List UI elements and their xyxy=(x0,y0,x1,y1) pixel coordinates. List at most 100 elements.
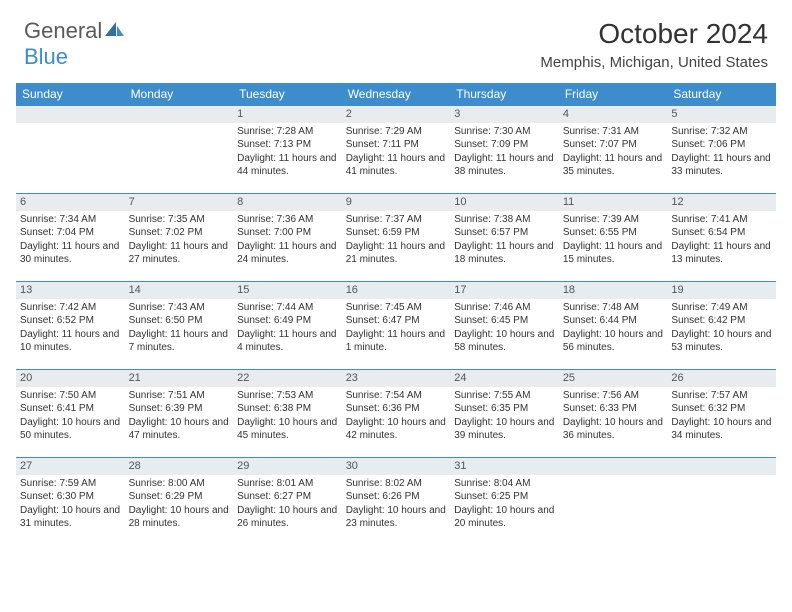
calendar-week-row: 27Sunrise: 7:59 AMSunset: 6:30 PMDayligh… xyxy=(16,458,776,546)
calendar-day-cell: 28 Sunrise: 8:00 AMSunset: 6:29 PMDayligh… xyxy=(125,458,234,546)
day-number: 21 xyxy=(125,370,234,387)
calendar-week-row: 1Sunrise: 7:28 AMSunset: 7:13 PMDaylight… xyxy=(16,106,776,194)
calendar-day-cell: 24 Sunrise: 7:55 AMSunset: 6:35 PMDayligh… xyxy=(450,370,559,458)
day-number: 31 xyxy=(450,458,559,475)
day-number: 19 xyxy=(667,282,776,299)
calendar-day-cell: 13 Sunrise: 7:42 AMSunset: 6:52 PMDayligh… xyxy=(16,282,125,370)
calendar-day-cell: 10 Sunrise: 7:38 AMSunset: 6:57 PMDayligh… xyxy=(450,194,559,282)
calendar-day-cell: 18 Sunrise: 7:48 AMSunset: 6:44 PMDayligh… xyxy=(559,282,668,370)
location: Memphis, Michigan, United States xyxy=(540,54,768,71)
day-details: Sunrise: 7:59 AMSunset: 6:30 PMDaylight:… xyxy=(20,477,121,531)
logo: General xyxy=(24,18,126,44)
day-number: 26 xyxy=(667,370,776,387)
day-number: 4 xyxy=(559,106,668,123)
title-block: October 2024 Memphis, Michigan, United S… xyxy=(540,18,768,71)
day-details: Sunrise: 7:35 AMSunset: 7:02 PMDaylight:… xyxy=(129,213,230,267)
day-details: Sunrise: 7:57 AMSunset: 6:32 PMDaylight:… xyxy=(671,389,772,443)
day-details: Sunrise: 7:50 AMSunset: 6:41 PMDaylight:… xyxy=(20,389,121,443)
calendar-day-cell xyxy=(667,458,776,546)
logo-text-2: Blue xyxy=(24,44,68,70)
calendar-day-cell: 26 Sunrise: 7:57 AMSunset: 6:32 PMDayligh… xyxy=(667,370,776,458)
calendar-day-cell: 8 Sunrise: 7:36 AMSunset: 7:00 PMDaylight… xyxy=(233,194,342,282)
calendar-day-cell: 15Sunrise: 7:44 AMSunset: 6:49 PMDayligh… xyxy=(233,282,342,370)
calendar-day-cell: 5Sunrise: 7:32 AMSunset: 7:06 PMDaylight… xyxy=(667,106,776,194)
calendar-day-cell: 30Sunrise: 8:02 AMSunset: 6:26 PMDayligh… xyxy=(342,458,451,546)
day-number: 9 xyxy=(342,194,451,211)
day-number: 28 xyxy=(125,458,234,475)
day-details: Sunrise: 7:48 AMSunset: 6:44 PMDaylight:… xyxy=(563,301,664,355)
calendar-day-cell: 17Sunrise: 7:46 AMSunset: 6:45 PMDayligh… xyxy=(450,282,559,370)
day-number: 24 xyxy=(450,370,559,387)
calendar-day-cell: 2 Sunrise: 7:29 AMSunset: 7:11 PMDaylight… xyxy=(342,106,451,194)
day-details: Sunrise: 7:28 AMSunset: 7:13 PMDaylight:… xyxy=(237,125,338,179)
day-details: Sunrise: 7:53 AMSunset: 6:38 PMDaylight:… xyxy=(237,389,338,443)
day-details: Sunrise: 7:30 AMSunset: 7:09 PMDaylight:… xyxy=(454,125,555,179)
day-details: Sunrise: 7:55 AMSunset: 6:35 PMDaylight:… xyxy=(454,389,555,443)
day-number: 22 xyxy=(233,370,342,387)
day-number: 23 xyxy=(342,370,451,387)
day-number: 14 xyxy=(125,282,234,299)
day-number: 3 xyxy=(450,106,559,123)
weekday-label: Friday xyxy=(559,83,668,106)
day-details: Sunrise: 7:44 AMSunset: 6:49 PMDaylight:… xyxy=(237,301,338,355)
day-number: 12 xyxy=(667,194,776,211)
day-details: Sunrise: 7:38 AMSunset: 6:57 PMDaylight:… xyxy=(454,213,555,267)
day-number-empty xyxy=(125,106,234,123)
day-number: 7 xyxy=(125,194,234,211)
day-number: 10 xyxy=(450,194,559,211)
weekday-label: Sunday xyxy=(16,83,125,106)
calendar-day-cell xyxy=(125,106,234,194)
calendar-day-cell: 6 Sunrise: 7:34 AMSunset: 7:04 PMDaylight… xyxy=(16,194,125,282)
weekday-label: Saturday xyxy=(667,83,776,106)
month-title: October 2024 xyxy=(540,18,768,50)
day-number: 16 xyxy=(342,282,451,299)
calendar-day-cell: 29Sunrise: 8:01 AMSunset: 6:27 PMDayligh… xyxy=(233,458,342,546)
day-details: Sunrise: 7:45 AMSunset: 6:47 PMDaylight:… xyxy=(346,301,447,355)
calendar-week-row: 13 Sunrise: 7:42 AMSunset: 6:52 PMDayligh… xyxy=(16,282,776,370)
day-number: 29 xyxy=(233,458,342,475)
day-number: 6 xyxy=(16,194,125,211)
logo-sail-icon xyxy=(104,18,126,44)
calendar-day-cell: 16 Sunrise: 7:45 AMSunset: 6:47 PMDayligh… xyxy=(342,282,451,370)
calendar-day-cell: 14 Sunrise: 7:43 AMSunset: 6:50 PMDayligh… xyxy=(125,282,234,370)
day-details: Sunrise: 7:42 AMSunset: 6:52 PMDaylight:… xyxy=(20,301,121,355)
calendar-day-cell: 1Sunrise: 7:28 AMSunset: 7:13 PMDaylight… xyxy=(233,106,342,194)
day-number: 8 xyxy=(233,194,342,211)
day-number: 18 xyxy=(559,282,668,299)
day-details: Sunrise: 7:56 AMSunset: 6:33 PMDaylight:… xyxy=(563,389,664,443)
day-number: 11 xyxy=(559,194,668,211)
day-details: Sunrise: 7:43 AMSunset: 6:50 PMDaylight:… xyxy=(129,301,230,355)
day-details: Sunrise: 7:37 AMSunset: 6:59 PMDaylight:… xyxy=(346,213,447,267)
day-details: Sunrise: 7:41 AMSunset: 6:54 PMDaylight:… xyxy=(671,213,772,267)
calendar-day-cell: 25Sunrise: 7:56 AMSunset: 6:33 PMDayligh… xyxy=(559,370,668,458)
calendar-day-cell: 31Sunrise: 8:04 AMSunset: 6:25 PMDayligh… xyxy=(450,458,559,546)
calendar-week-row: 6 Sunrise: 7:34 AMSunset: 7:04 PMDaylight… xyxy=(16,194,776,282)
calendar-day-cell: 27Sunrise: 7:59 AMSunset: 6:30 PMDayligh… xyxy=(16,458,125,546)
day-number: 30 xyxy=(342,458,451,475)
calendar-day-cell: 11 Sunrise: 7:39 AMSunset: 6:55 PMDayligh… xyxy=(559,194,668,282)
day-details: Sunrise: 7:46 AMSunset: 6:45 PMDaylight:… xyxy=(454,301,555,355)
calendar-week-row: 20 Sunrise: 7:50 AMSunset: 6:41 PMDayligh… xyxy=(16,370,776,458)
header: General October 2024 Memphis, Michigan, … xyxy=(0,0,792,75)
calendar-day-cell xyxy=(559,458,668,546)
calendar-day-cell: 12 Sunrise: 7:41 AMSunset: 6:54 PMDayligh… xyxy=(667,194,776,282)
calendar-day-cell xyxy=(16,106,125,194)
day-details: Sunrise: 8:00 AMSunset: 6:29 PMDaylight:… xyxy=(129,477,230,531)
day-number-empty xyxy=(667,458,776,475)
weekday-label: Monday xyxy=(125,83,234,106)
day-details: Sunrise: 7:54 AMSunset: 6:36 PMDaylight:… xyxy=(346,389,447,443)
calendar-day-cell: 7 Sunrise: 7:35 AMSunset: 7:02 PMDaylight… xyxy=(125,194,234,282)
day-number: 13 xyxy=(16,282,125,299)
day-number: 2 xyxy=(342,106,451,123)
calendar-day-cell: 23 Sunrise: 7:54 AMSunset: 6:36 PMDayligh… xyxy=(342,370,451,458)
calendar-day-cell: 9 Sunrise: 7:37 AMSunset: 6:59 PMDaylight… xyxy=(342,194,451,282)
day-details: Sunrise: 7:29 AMSunset: 7:11 PMDaylight:… xyxy=(346,125,447,179)
calendar-day-cell: 20 Sunrise: 7:50 AMSunset: 6:41 PMDayligh… xyxy=(16,370,125,458)
day-details: Sunrise: 7:39 AMSunset: 6:55 PMDaylight:… xyxy=(563,213,664,267)
weekday-label: Tuesday xyxy=(233,83,342,106)
day-details: Sunrise: 7:36 AMSunset: 7:00 PMDaylight:… xyxy=(237,213,338,267)
day-number: 20 xyxy=(16,370,125,387)
day-details: Sunrise: 7:34 AMSunset: 7:04 PMDaylight:… xyxy=(20,213,121,267)
weekday-label: Wednesday xyxy=(342,83,451,106)
day-details: Sunrise: 7:32 AMSunset: 7:06 PMDaylight:… xyxy=(671,125,772,179)
